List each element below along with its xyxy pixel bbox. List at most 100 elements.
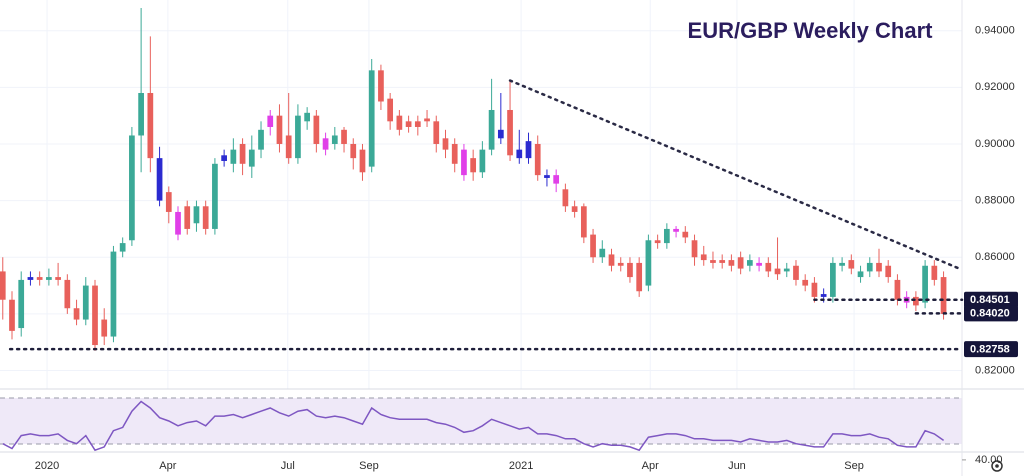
candle-body <box>857 271 864 278</box>
candle-body <box>92 285 98 346</box>
candle-body <box>645 240 652 286</box>
candle-body <box>147 92 154 159</box>
grid-layer <box>0 0 962 389</box>
candle-body <box>525 141 532 159</box>
candle-body <box>663 228 670 244</box>
candle-body <box>830 262 836 297</box>
candle-body <box>285 135 292 159</box>
candle-body <box>636 262 643 292</box>
x-tick-label: Sep <box>359 460 379 472</box>
candle-body <box>313 115 320 144</box>
candle-body <box>894 279 901 300</box>
candle-body <box>433 121 440 144</box>
x-tick-label: Apr <box>159 460 176 472</box>
candle-body <box>138 92 144 136</box>
level-label: 0.82758 <box>970 343 1010 355</box>
candle-body <box>774 268 781 275</box>
candle-body <box>368 70 375 167</box>
trendline <box>508 79 964 271</box>
candle-body <box>608 254 615 266</box>
rsi-line <box>2 400 945 452</box>
candle-body <box>811 282 818 297</box>
candle-body <box>534 143 541 176</box>
candle-body <box>580 206 587 238</box>
candle-body <box>571 206 578 212</box>
candle-body <box>73 308 80 320</box>
candle-body <box>101 319 108 337</box>
candle-body <box>0 271 6 300</box>
candle-body <box>267 115 274 127</box>
candle-body <box>405 121 412 127</box>
candle-body <box>553 175 560 184</box>
candle-body <box>165 192 172 212</box>
candle-body <box>848 260 855 269</box>
candle-body <box>193 206 200 224</box>
x-tick-label: 2020 <box>35 460 59 472</box>
candle-body <box>673 228 679 232</box>
candle-body <box>839 262 845 266</box>
candle-body <box>442 138 449 150</box>
candle-body <box>212 163 218 229</box>
candle-body <box>221 155 227 161</box>
candle-body <box>885 265 892 278</box>
candle-body <box>802 279 809 286</box>
candle-body <box>55 277 61 280</box>
candle-body <box>497 129 504 139</box>
gear[interactable] <box>991 460 1003 472</box>
candle-body <box>820 294 827 297</box>
candle-body <box>359 149 366 173</box>
chart-title: EUR/GBP Weekly Chart <box>688 18 934 43</box>
candle-body <box>728 260 735 266</box>
candle-body <box>913 296 919 306</box>
candle-body <box>710 260 716 263</box>
candle-body <box>479 149 486 173</box>
candle-body <box>18 279 25 329</box>
x-tick-label: Jun <box>728 460 746 472</box>
candle-body <box>350 143 357 159</box>
candle-body <box>470 158 477 173</box>
candle-body <box>931 265 938 280</box>
level-label: 0.84501 <box>970 294 1010 306</box>
level-tag <box>964 305 1018 322</box>
candle-body <box>451 143 458 164</box>
candle-body <box>424 118 430 122</box>
candle-body <box>719 260 726 263</box>
candle-body <box>239 143 246 164</box>
candle-body <box>36 277 43 280</box>
candle-body <box>304 112 310 122</box>
level-tag <box>964 291 1018 308</box>
candle-body <box>46 277 52 280</box>
y-tick-label: 0.82000 <box>975 364 1015 376</box>
candle-body <box>516 149 523 159</box>
candle-body <box>341 129 347 144</box>
candle-body <box>295 115 301 159</box>
candle-body <box>276 115 283 144</box>
candle-body <box>691 240 698 258</box>
candle-body <box>156 158 163 201</box>
x-tick-label: 2021 <box>509 460 533 472</box>
rsi-band <box>0 398 962 444</box>
candle-body <box>737 257 744 269</box>
candle-body <box>82 285 89 320</box>
candle-body <box>793 265 799 280</box>
plot <box>0 8 964 351</box>
candle-body <box>700 254 707 261</box>
candle-body <box>175 211 181 235</box>
x-tick-label: Sep <box>844 460 864 472</box>
candle-body <box>562 189 569 207</box>
candle-body <box>387 98 394 122</box>
candle-body <box>617 262 624 266</box>
candle-body <box>129 135 135 241</box>
candle-body <box>940 277 947 314</box>
candle-body <box>747 260 753 266</box>
y-tick-label: 0.94000 <box>975 25 1015 37</box>
candle-body <box>682 231 689 238</box>
candle-body <box>414 121 421 127</box>
candle-body <box>202 206 209 229</box>
candle-body <box>507 109 513 156</box>
candle-body <box>64 279 71 309</box>
settings-icon[interactable] <box>991 460 1003 472</box>
candle-body <box>783 268 790 272</box>
candle-body <box>230 149 237 164</box>
gear-center[interactable] <box>995 464 999 468</box>
